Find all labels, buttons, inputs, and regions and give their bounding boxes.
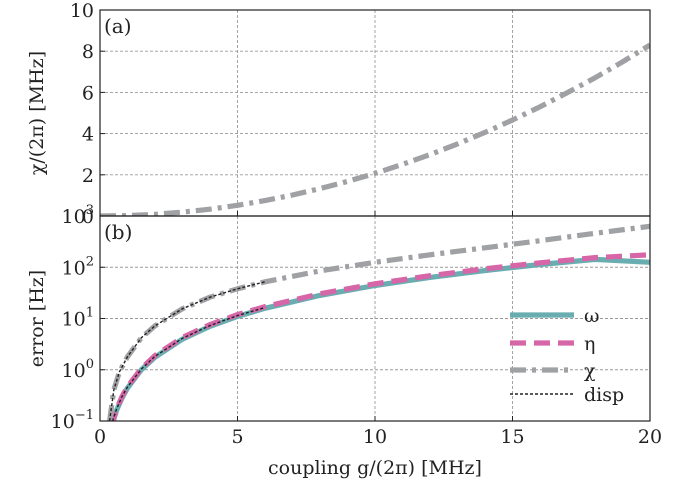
panel-a: 0 2 4 6 8 10 (a) χ/(2π) [MHz]	[26, 0, 651, 228]
series-chi-line	[107, 223, 650, 421]
y-tick-label: 10	[70, 0, 94, 22]
y-tick-label: 4	[82, 124, 94, 146]
x-tick-label: 15	[500, 426, 524, 448]
y-axis-label: χ/(2π) [MHz]	[26, 51, 48, 175]
x-tick-label: 20	[638, 426, 662, 448]
series-group	[100, 42, 650, 216]
y-tick-label: 6	[82, 82, 94, 104]
y-tick-label: 103	[62, 203, 94, 228]
series-disp-line	[108, 281, 266, 421]
legend-label-disp: disp	[584, 384, 624, 406]
plot-frame	[99, 215, 651, 422]
y-tick-label: 10−1	[51, 408, 94, 433]
y-tick-label: 100	[62, 357, 94, 382]
legend-label-omega: ω	[584, 305, 600, 327]
y-tick-label: 8	[82, 41, 94, 63]
y-tick-label: 0	[82, 206, 94, 228]
x-tick-label: 0	[94, 426, 106, 448]
legend-label-eta: η	[584, 333, 595, 355]
y-tick-label: 101	[62, 306, 94, 331]
series-eta-line	[110, 252, 650, 421]
series-chi-line	[100, 42, 650, 216]
panel-label: (a)	[104, 14, 132, 38]
series-group	[107, 223, 650, 421]
x-axis-label: coupling g/(2π) [MHz]	[268, 457, 482, 479]
series-disp-line	[111, 306, 266, 421]
y-axis-label: error [Hz]	[26, 270, 48, 367]
y-tick-label: 2	[82, 165, 94, 187]
legend-label-chi: χ	[584, 360, 596, 382]
x-tick-label: 5	[231, 426, 243, 448]
x-tick-label: 10	[363, 426, 387, 448]
y-tick-label: 102	[62, 254, 94, 279]
panel-label: (b)	[104, 220, 132, 244]
